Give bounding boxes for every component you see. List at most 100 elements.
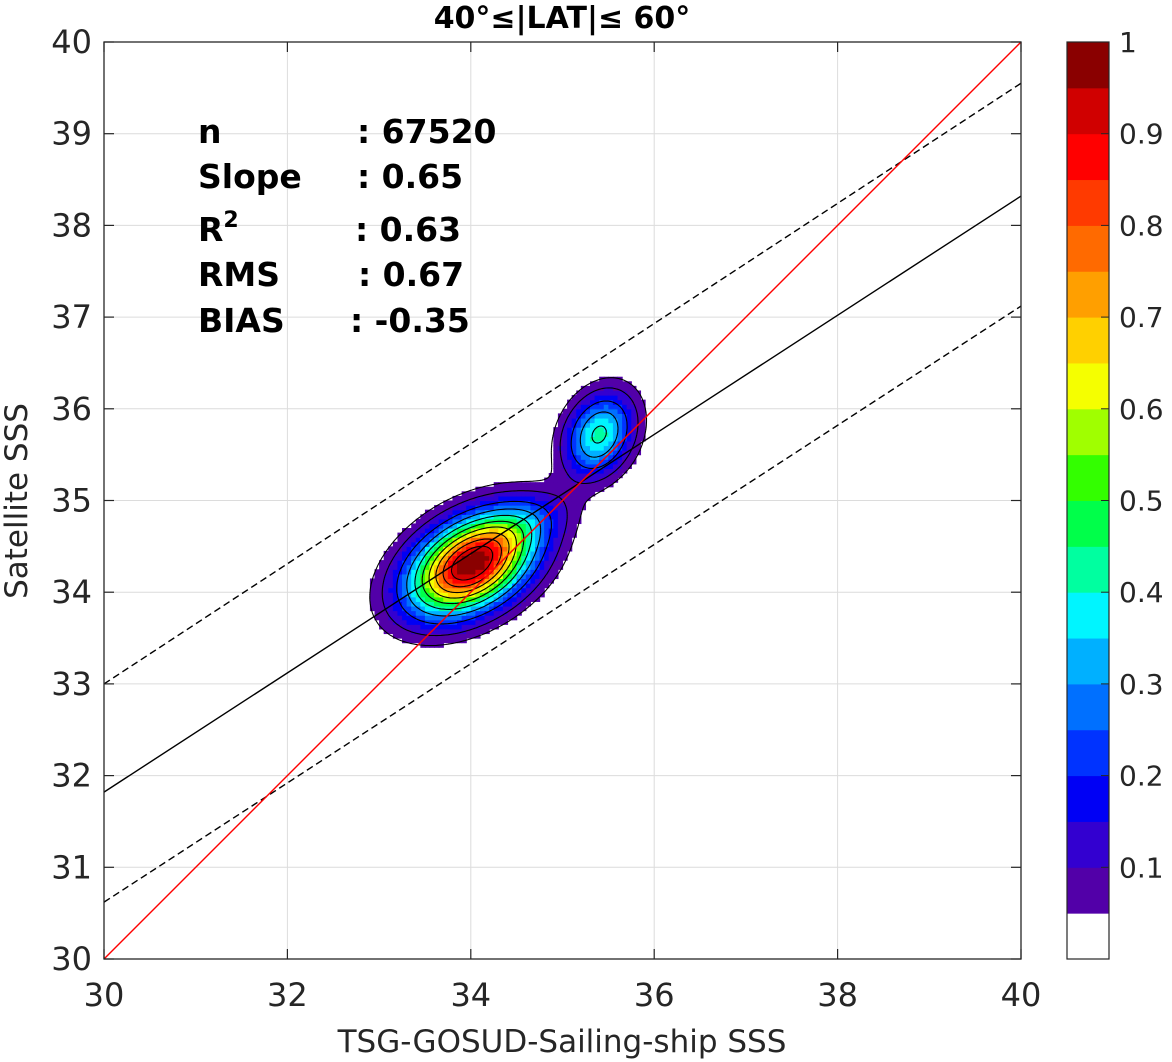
density-cell — [590, 381, 596, 387]
colorbar-segment — [1067, 638, 1109, 685]
density-cell — [571, 472, 577, 479]
density-cell — [521, 592, 527, 598]
density-cell — [571, 436, 577, 442]
density-cell — [590, 450, 596, 456]
density-cell — [612, 431, 619, 437]
density-cell — [617, 450, 623, 456]
density-cell — [548, 573, 554, 580]
density-cell — [438, 615, 444, 621]
density-cell — [434, 541, 440, 547]
density-cell — [548, 495, 554, 502]
density-cell — [502, 619, 509, 625]
density-cell — [388, 546, 394, 552]
density-cell — [397, 628, 403, 635]
density-cell — [415, 541, 421, 547]
density-cell — [475, 587, 481, 593]
density-cell — [406, 610, 412, 616]
density-cell — [580, 422, 587, 428]
density-cell — [617, 459, 623, 465]
density-cell — [447, 569, 454, 575]
density-cell — [466, 619, 472, 625]
density-cell — [525, 523, 532, 529]
density-cell — [388, 610, 394, 616]
density-cell — [626, 436, 632, 442]
colorbar-tick-label: 0.5 — [1119, 485, 1164, 518]
density-cell — [571, 495, 577, 502]
x-tick-label: 40 — [1001, 976, 1042, 1014]
density-cell — [576, 395, 582, 401]
density-cell — [443, 546, 449, 552]
density-cell — [484, 550, 490, 557]
density-cell — [603, 422, 609, 428]
density-cell — [576, 509, 582, 515]
density-cell — [580, 440, 587, 447]
density-cell — [544, 528, 550, 534]
density-cell — [622, 450, 628, 456]
density-cell — [576, 390, 582, 396]
density-cell — [562, 555, 568, 561]
density-cell — [447, 624, 454, 630]
density-cell — [553, 532, 559, 538]
density-cell — [479, 610, 486, 616]
density-cell — [406, 601, 412, 607]
density-cell — [612, 454, 619, 460]
density-cell — [603, 472, 609, 479]
colorbar-tick-label: 0.6 — [1119, 393, 1164, 426]
density-cell — [429, 564, 435, 570]
density-cell — [599, 399, 605, 405]
density-cell — [512, 610, 518, 616]
x-tick-label: 32 — [267, 976, 308, 1014]
density-cell — [479, 523, 486, 529]
density-cell — [424, 587, 431, 593]
density-cell — [512, 482, 518, 488]
density-cell — [479, 550, 486, 557]
density-cell — [434, 596, 440, 602]
density-cell — [507, 592, 513, 598]
density-cell — [553, 541, 559, 547]
density-cell — [498, 601, 504, 607]
density-cell — [424, 532, 431, 538]
density-cell — [530, 541, 536, 547]
density-cell — [525, 596, 532, 602]
density-cell — [406, 560, 412, 566]
density-cell — [438, 518, 444, 525]
colorbar-tick-label: 0.1 — [1119, 851, 1164, 884]
colorbar-segment — [1067, 592, 1109, 639]
density-cell — [443, 541, 449, 547]
density-cell — [484, 514, 490, 520]
density-cell — [466, 628, 472, 635]
density-cell — [626, 463, 632, 470]
density-cell — [585, 482, 591, 488]
density-cell — [415, 638, 421, 644]
density-cell — [502, 541, 509, 547]
density-cell — [434, 601, 440, 607]
density-cell — [534, 587, 541, 593]
density-cell — [516, 500, 522, 506]
density-cell — [429, 518, 435, 525]
density-cell — [603, 477, 609, 483]
density-cell — [434, 610, 440, 616]
density-cell — [594, 431, 600, 437]
density-cell — [470, 505, 476, 511]
density-cell — [484, 619, 490, 625]
density-cell — [461, 592, 467, 598]
density-cell — [626, 399, 632, 405]
density-cell — [369, 583, 376, 589]
density-cell — [571, 505, 577, 511]
density-cell — [530, 523, 536, 529]
density-cell — [553, 509, 559, 515]
density-cell — [608, 404, 614, 410]
density-cell — [516, 610, 522, 616]
density-cell — [571, 459, 577, 465]
density-cell — [567, 468, 573, 474]
density-cell — [608, 399, 614, 405]
density-cell — [397, 587, 403, 593]
density-cell — [420, 601, 426, 607]
density-cell — [402, 546, 408, 552]
density-cell — [466, 537, 472, 543]
density-cell — [557, 459, 564, 465]
colorbar-segment — [1067, 133, 1109, 181]
density-cell — [493, 619, 499, 625]
density-cell — [470, 610, 476, 616]
density-cell — [571, 509, 577, 515]
